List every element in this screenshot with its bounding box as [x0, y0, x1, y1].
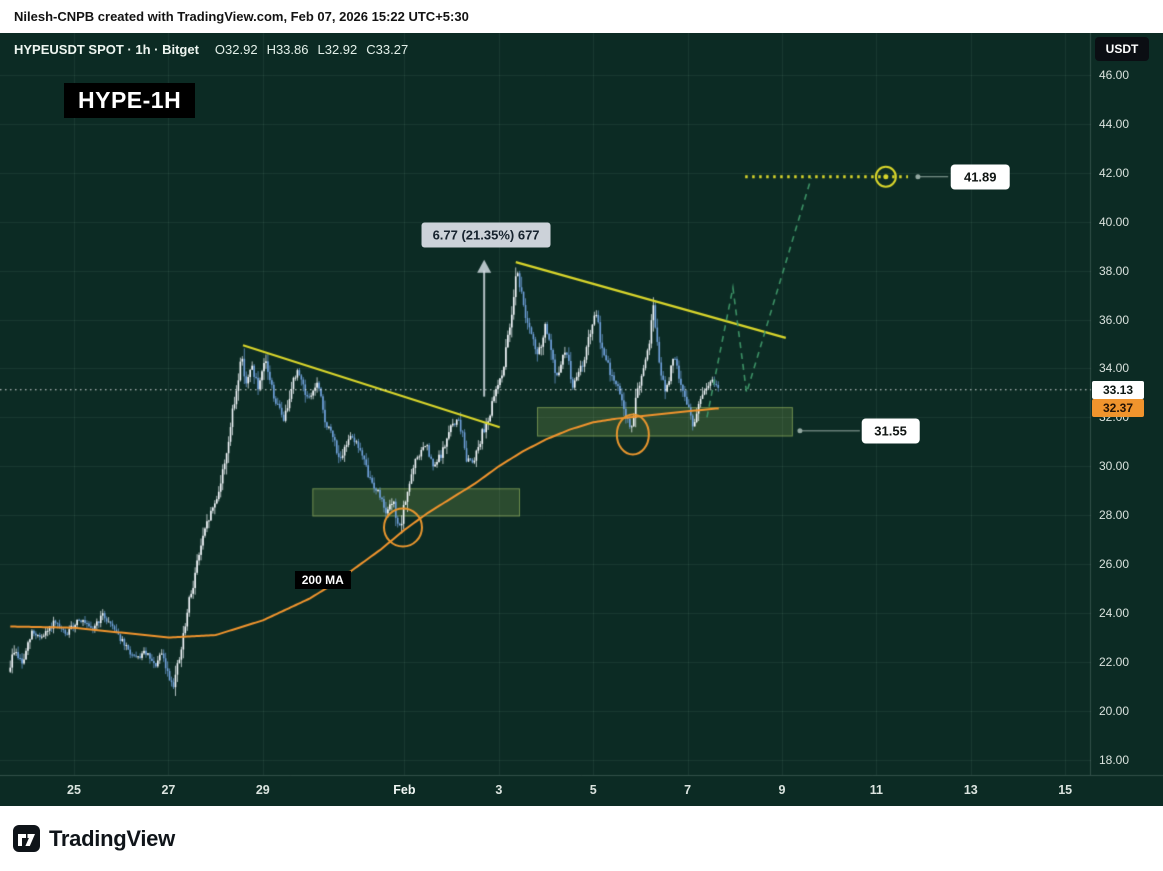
tradingview-logo-icon[interactable] [13, 825, 40, 852]
price-tick-label: 36.00 [1099, 312, 1130, 327]
price-tick-label: 28.00 [1099, 508, 1130, 523]
price-tick-label: 24.00 [1099, 606, 1130, 621]
price-tick-label: 42.00 [1099, 165, 1130, 180]
chart-legend[interactable]: HYPEUSDT SPOT · 1h · Bitget O32.92 H33.8… [14, 42, 408, 57]
currency-toggle-button[interactable]: USDT [1095, 37, 1149, 61]
time-tick-label: 27 [161, 783, 176, 797]
attribution-text: Nilesh-CNPB created with TradingView.com… [14, 9, 469, 24]
time-axis[interactable]: 25 27 29 Feb 3 5 7 9 11 13 15 [0, 775, 1091, 806]
time-tick-label: 9 [778, 783, 786, 797]
price-tick-label: 18.00 [1099, 752, 1130, 767]
ma-price-tag: 32.37 [1092, 399, 1144, 418]
time-tick-label: 15 [1058, 783, 1073, 797]
price-tick-label: 38.00 [1099, 263, 1130, 278]
open-value: O32.92 [214, 42, 258, 57]
time-tick-label: 3 [495, 783, 503, 797]
time-tick-label: 5 [589, 783, 597, 797]
price-tick-label: 46.00 [1099, 68, 1130, 82]
price-tick-label: 30.00 [1099, 459, 1130, 474]
time-tick-label: Feb [393, 783, 416, 797]
attribution-bar: Nilesh-CNPB created with TradingView.com… [0, 0, 1163, 33]
ohlc-values: O32.92 H33.86 L32.92 C33.27 [215, 42, 408, 57]
high-value: H33.86 [266, 42, 309, 57]
price-tick-label: 34.00 [1099, 361, 1130, 376]
time-tick-label: 25 [67, 783, 81, 797]
time-tick-label: 7 [684, 783, 692, 797]
chart-watermark: HYPE-1H [64, 83, 196, 118]
footer-bar: TradingView [0, 806, 1163, 871]
symbol-title[interactable]: HYPEUSDT SPOT · 1h · Bitget [14, 42, 199, 57]
ma-200-label: 200 MA [294, 571, 351, 590]
price-tick-label: 26.00 [1099, 557, 1130, 572]
time-tick-label: 13 [963, 783, 978, 797]
target-price-label[interactable]: 41.89 [950, 164, 1010, 190]
price-chart-canvas[interactable] [0, 33, 1163, 806]
price-tick-label: 22.00 [1099, 654, 1130, 669]
last-price-tag: 33.13 [1092, 380, 1144, 399]
support-price-label[interactable]: 31.55 [861, 418, 920, 444]
brand-name[interactable]: TradingView [49, 825, 175, 851]
price-tick-label: 40.00 [1099, 214, 1130, 229]
time-tick-label: 11 [869, 783, 883, 797]
close-value: C33.27 [366, 42, 409, 57]
price-tick-label: 44.00 [1099, 116, 1130, 131]
price-axis[interactable]: 46.00 44.00 42.00 40.00 38.00 36.00 34.00 32.00… [1091, 33, 1163, 775]
time-tick-label: 29 [255, 783, 270, 797]
measured-move-label[interactable]: 6.77 (21.35%) 677 [421, 222, 551, 248]
price-tick-label: 20.00 [1099, 703, 1130, 718]
low-value: L32.92 [317, 42, 358, 57]
chart-area: HYPEUSDT SPOT · 1h · Bitget O32.92 H33.8… [0, 33, 1163, 806]
